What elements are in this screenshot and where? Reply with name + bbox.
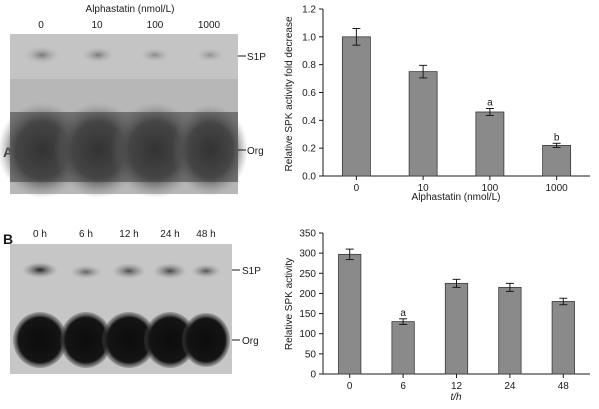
- blot-b-lane-1: 6 h: [79, 229, 93, 240]
- chart-b-bar-6: [391, 321, 415, 375]
- chart-b-ytick-label: 100: [299, 329, 316, 340]
- blot-b-lane-0: 0 h: [33, 229, 47, 240]
- blot-a-header: Alphastatin (nmol/L): [86, 4, 175, 15]
- chart-b-xtick-label-48: 48: [558, 381, 570, 392]
- chart-b-ylabel: Relative SPK activity: [284, 258, 295, 350]
- chart-a-ytick-label: 0.6: [302, 88, 316, 99]
- chart-a-xtick-label-100: 100: [482, 183, 499, 194]
- blot-a-lane-labels: 0 10 100 1000: [38, 20, 220, 31]
- chart-b: t/h Relative SPK activity 0 50 100 150 200 25…: [284, 229, 590, 403]
- chart-b-bar-48: [551, 301, 575, 375]
- chart-a-xtick-label-10: 10: [418, 183, 430, 194]
- chart-a-xtick-label-1000: 1000: [546, 183, 569, 194]
- chart-a-ytick-label: 0.8: [302, 60, 316, 71]
- blot-a-lane-2: 100: [147, 20, 164, 31]
- chart-b-ytick-label: 250: [299, 269, 316, 280]
- chart-a-annotation-100: a: [487, 98, 493, 109]
- chart-b-bar-12: [444, 282, 469, 375]
- chart-a-annotation-1000: b: [554, 132, 560, 143]
- chart-a-bar-1000: [542, 144, 572, 177]
- chart-a-ytick-label: 1.2: [302, 5, 316, 16]
- chart-a-ytick-label: 0.4: [302, 116, 316, 127]
- chart-a-bar-0: [341, 36, 371, 177]
- chart-a-xtick-label-0: 0: [354, 183, 360, 194]
- chart-b-ytick-label: 200: [299, 289, 316, 300]
- chart-b-annotation-6: a: [400, 308, 406, 319]
- chart-b-bar-0: [338, 253, 362, 375]
- blot-a-lane-0: 0: [38, 20, 44, 31]
- chart-b-ytick-label: 50: [305, 349, 317, 360]
- blot-a-lane-1: 10: [91, 20, 103, 31]
- blot-a-lane-3: 1000: [198, 20, 221, 31]
- chart-b-ytick-label: 350: [299, 229, 316, 240]
- blot-b-band-s1p: S1P: [242, 266, 261, 277]
- chart-b-xtick-label-6: 6: [400, 381, 406, 392]
- chart-b-xlabel: t/h: [450, 392, 462, 403]
- chart-a: Alphastatin (nmol/L) Relative SPK activi…: [284, 5, 590, 203]
- chart-a-bar-10: [408, 71, 438, 177]
- blot-b-lane-2: 12 h: [119, 229, 138, 240]
- blot-b-band-org: Org: [242, 336, 259, 347]
- chart-b-xtick-label-12: 12: [451, 381, 463, 392]
- chart-b-bar-24: [498, 286, 522, 375]
- chart-b-ytick-label: 300: [299, 249, 316, 260]
- blot-a-band-s1p: S1P: [247, 52, 266, 63]
- blot-b-lane-3: 24 h: [160, 229, 179, 240]
- chart-b-xtick-label-24: 24: [504, 381, 516, 392]
- chart-b-ytick-label: 0: [310, 370, 316, 381]
- blot-b-image: [10, 244, 232, 374]
- chart-a-ytick-label: 0.0: [302, 172, 316, 183]
- blot-b-lane-4: 48 h: [196, 229, 215, 240]
- chart-b-ytick-label: 150: [299, 309, 316, 320]
- chart-a-ylabel: Relative SPK activity fold decrease: [284, 16, 295, 172]
- blot-a-image: [0, 34, 248, 198]
- chart-a-xlabel: Alphastatin (nmol/L): [412, 192, 501, 203]
- panel-b-letter: B: [3, 231, 13, 247]
- chart-a-bar-100: [475, 111, 505, 177]
- blot-a-band-org: Org: [247, 146, 264, 157]
- blot-b-lane-labels: 0 h 6 h 12 h 24 h 48 h: [33, 229, 216, 240]
- chart-a-ytick-label: 1.0: [302, 32, 316, 43]
- chart-b-xtick-label-0: 0: [347, 381, 353, 392]
- chart-a-ytick-label: 0.2: [302, 144, 316, 155]
